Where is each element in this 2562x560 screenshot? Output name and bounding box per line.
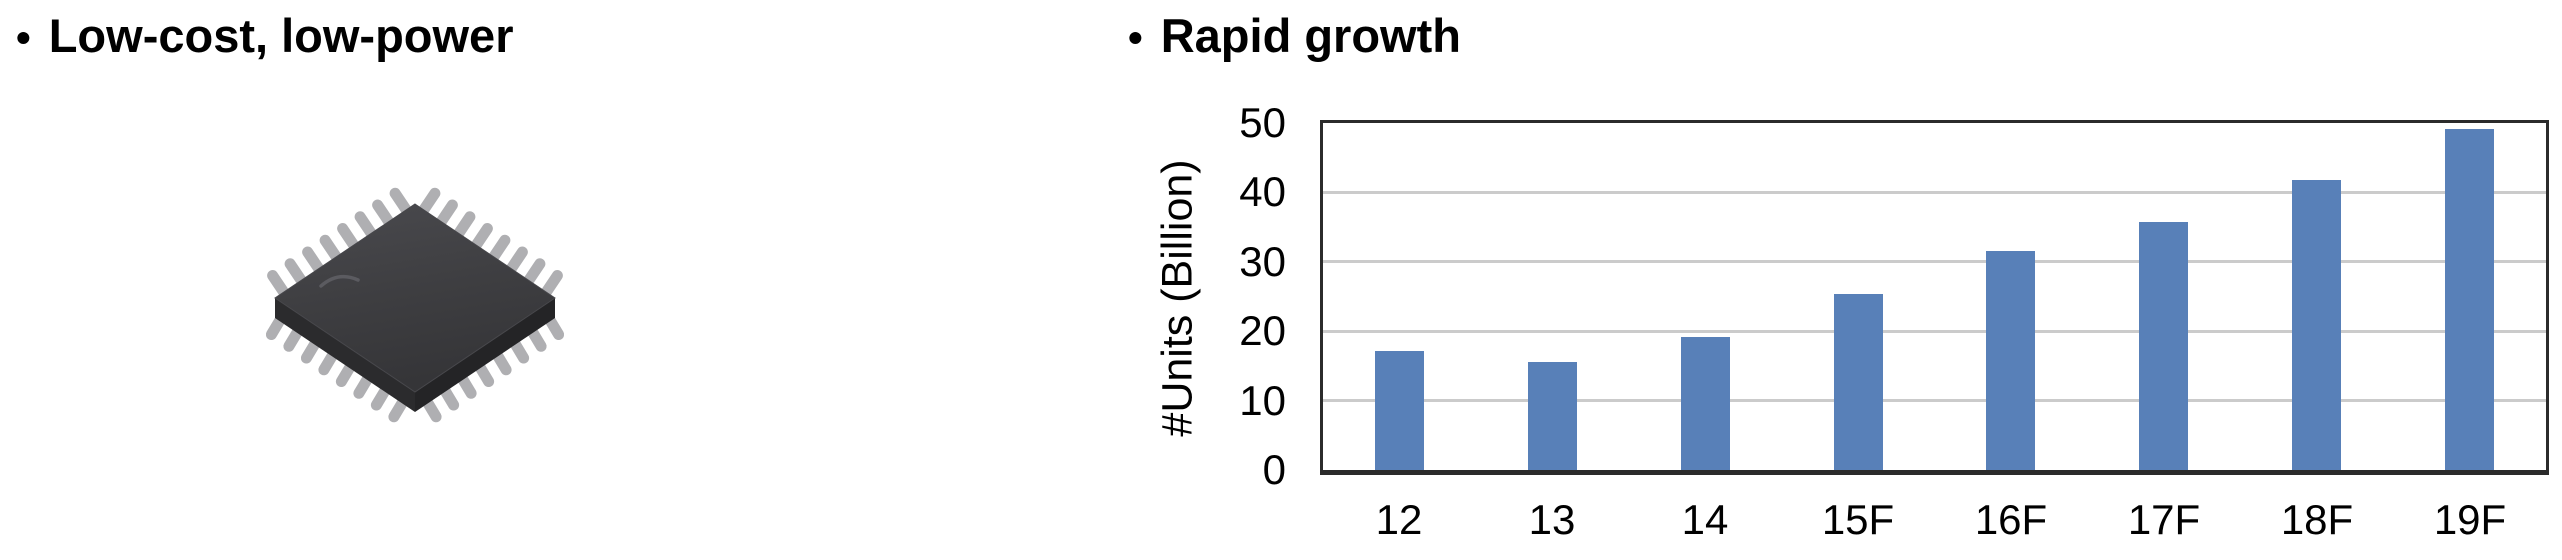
- chart-bar-14: [1680, 336, 1730, 470]
- chart-gridline: [1323, 399, 2546, 403]
- microcontroller-chip-image: [265, 187, 565, 423]
- x-axis-tick-label: 18F: [2280, 496, 2354, 543]
- x-axis-tick-label: 19F: [2433, 496, 2507, 543]
- chart-bar-18F: [2292, 179, 2342, 470]
- chip-side-face-left: [275, 298, 415, 412]
- y-axis-tick-label: 20: [1239, 307, 1286, 354]
- chart-gridline: [1323, 260, 2546, 264]
- chip-pin1-dimple: [319, 274, 360, 288]
- x-axis-tick-label: 14: [1681, 496, 1729, 543]
- chart-bar-12: [1374, 350, 1424, 470]
- microcontroller-chip-figure: [235, 168, 595, 428]
- chart-bar-17F: [2139, 221, 2189, 470]
- x-axis-tick-label: 13: [1528, 496, 1576, 543]
- chart-bar-16F: [1986, 251, 2036, 470]
- chart-gridline: [1323, 190, 2546, 194]
- bullet-item-low-cost: • Low-cost, low-power: [16, 6, 514, 68]
- chart-gridline: [1323, 329, 2546, 333]
- x-axis-tick-label: 15F: [1821, 496, 1895, 543]
- chip-side-face-right: [415, 298, 555, 412]
- chart-bar-13: [1527, 361, 1577, 470]
- x-axis-tick-label: 12: [1375, 496, 1423, 543]
- bullet-item-rapid-growth: • Rapid growth: [1128, 6, 1461, 68]
- y-axis-tick-label: 10: [1239, 377, 1286, 424]
- x-axis-tick-label: 16F: [1974, 496, 2048, 543]
- x-axis-tick-label: 17F: [2127, 496, 2201, 543]
- bullet-label-rapid-growth: Rapid growth: [1160, 9, 1461, 62]
- chart-bar-15F: [1833, 293, 1883, 470]
- bullet-label-low-cost: Low-cost, low-power: [48, 9, 514, 62]
- chip-top-face: [274, 203, 556, 393]
- y-axis-tick-label: 40: [1239, 168, 1286, 215]
- y-axis-tick-label: 30: [1239, 238, 1286, 285]
- bullet-marker: •: [1128, 14, 1143, 61]
- bullet-marker: •: [16, 14, 31, 61]
- chart-bar-19F: [2445, 128, 2495, 470]
- chart-plot-area: [1320, 120, 2549, 475]
- y-axis-tick-label: 0: [1262, 446, 1286, 493]
- y-axis-tick-label: 50: [1239, 99, 1286, 146]
